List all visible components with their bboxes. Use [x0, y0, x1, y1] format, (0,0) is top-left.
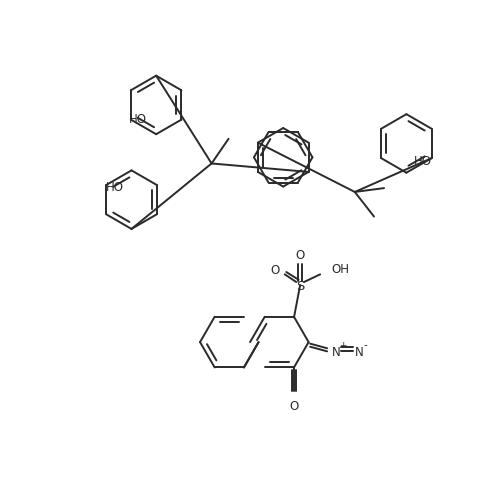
Text: N: N	[355, 345, 364, 358]
Text: HO: HO	[129, 113, 147, 126]
Text: +: +	[338, 340, 346, 349]
Text: S: S	[296, 279, 304, 292]
Text: O: O	[296, 248, 305, 261]
Text: -: -	[364, 340, 368, 349]
Text: OH: OH	[331, 262, 349, 275]
Text: HO: HO	[414, 154, 432, 167]
Text: N: N	[332, 345, 340, 358]
Text: HO: HO	[106, 180, 124, 193]
Text: O: O	[270, 264, 280, 277]
Text: O: O	[290, 399, 298, 412]
